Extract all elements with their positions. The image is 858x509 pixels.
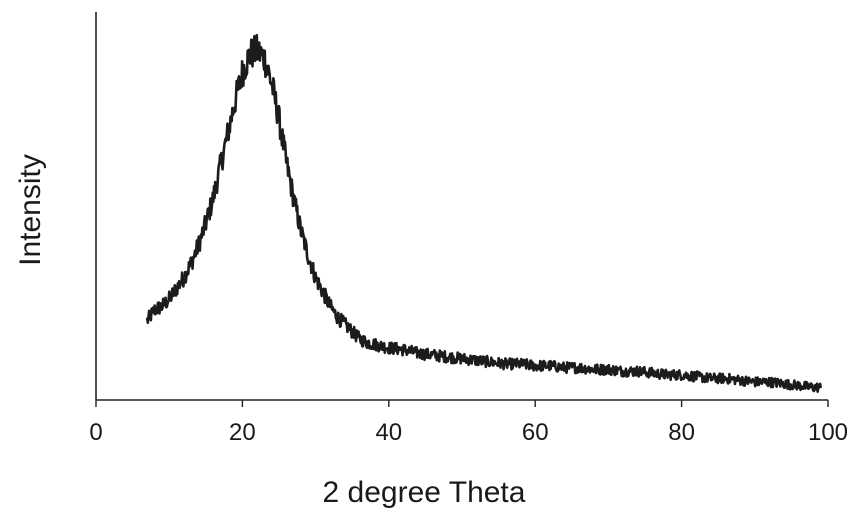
x-axis-title: 2 degree Theta [323, 476, 526, 509]
y-axis-title: Intensity [14, 154, 47, 266]
x-tick-label: 0 [89, 419, 102, 446]
series-layer [145, 33, 822, 393]
x-axis-ticks: 0 20 40 60 80 100 [89, 400, 848, 446]
x-tick-label: 60 [522, 419, 549, 446]
x-tick-label: 20 [229, 419, 256, 446]
x-tick-label: 40 [375, 419, 402, 446]
x-tick-label: 80 [668, 419, 695, 446]
x-tick-label: 100 [808, 419, 848, 446]
intensity-series-line [145, 33, 822, 393]
